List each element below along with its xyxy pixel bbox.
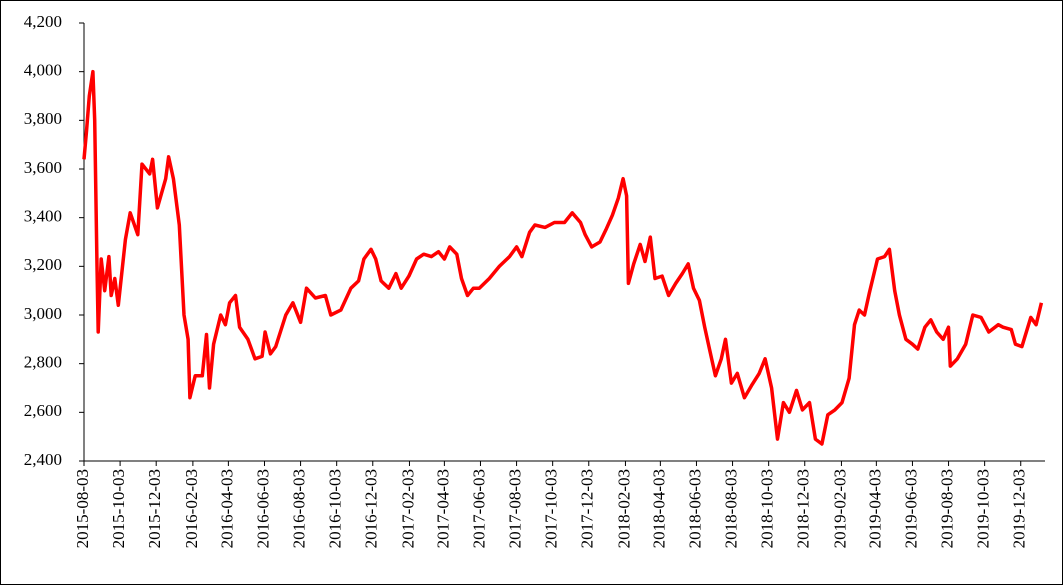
x-tick-label: 2016-10-03 bbox=[326, 469, 345, 548]
x-tick-label: 2016-06-03 bbox=[253, 469, 272, 548]
y-tick-label: 4,200 bbox=[24, 12, 62, 31]
x-tick-label: 2018-02-03 bbox=[614, 469, 633, 548]
x-tick-label: 2019-04-03 bbox=[865, 469, 884, 548]
y-tick-label: 3,200 bbox=[24, 255, 62, 274]
x-tick-label: 2016-08-03 bbox=[289, 469, 308, 548]
x-tick-label: 2018-10-03 bbox=[758, 469, 777, 548]
x-tick-label: 2016-12-03 bbox=[362, 469, 381, 548]
y-tick-label: 4,000 bbox=[24, 61, 62, 80]
x-tick-label: 2019-08-03 bbox=[937, 469, 956, 548]
x-tick-label: 2017-10-03 bbox=[542, 469, 561, 548]
series-line bbox=[82, 69, 1044, 446]
x-tick-label: 2019-02-03 bbox=[830, 469, 849, 548]
y-tick-label: 2,600 bbox=[24, 401, 62, 420]
x-tick-label: 2019-06-03 bbox=[901, 469, 920, 548]
x-tick-label: 2015-08-03 bbox=[73, 469, 92, 548]
y-tick-label: 3,000 bbox=[24, 304, 62, 323]
y-tick-label: 3,400 bbox=[24, 207, 62, 226]
x-tick-label: 2016-04-03 bbox=[217, 469, 236, 548]
y-tick-label: 3,800 bbox=[24, 109, 62, 128]
x-tick-label: 2018-08-03 bbox=[721, 469, 740, 548]
x-tick-label: 2018-04-03 bbox=[649, 469, 668, 548]
x-tick-label: 2018-06-03 bbox=[685, 469, 704, 548]
x-tick-label: 2016-02-03 bbox=[182, 469, 201, 548]
x-tick-label: 2018-12-03 bbox=[794, 469, 813, 548]
x-tick-label: 2017-02-03 bbox=[398, 469, 417, 548]
x-tick-label: 2015-10-03 bbox=[109, 469, 128, 548]
x-tick-label: 2017-12-03 bbox=[578, 469, 597, 548]
y-tick-label: 2,800 bbox=[24, 353, 62, 372]
y-tick-label: 2,400 bbox=[24, 450, 62, 469]
x-tick-label: 2017-08-03 bbox=[505, 469, 524, 548]
y-tick-label: 3,600 bbox=[24, 158, 62, 177]
x-tick-label: 2017-04-03 bbox=[433, 469, 452, 548]
x-tick-label: 2019-12-03 bbox=[1010, 469, 1029, 548]
x-tick-label: 2017-06-03 bbox=[469, 469, 488, 548]
x-tick-label: 2015-12-03 bbox=[145, 469, 164, 548]
x-tick-label: 2019-10-03 bbox=[974, 469, 993, 548]
